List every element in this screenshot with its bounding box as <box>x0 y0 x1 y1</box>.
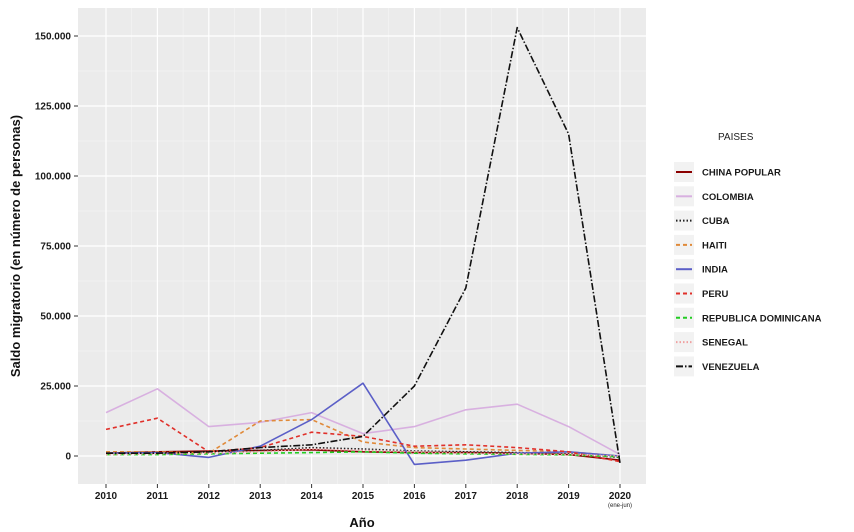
x-tick-label: 2011 <box>147 491 169 502</box>
series-line-colombia <box>105 387 621 456</box>
series-line-haiti <box>106 418 621 457</box>
legend-label: HAITI <box>702 240 727 251</box>
legend-label: CUBA <box>702 216 730 227</box>
x-axis-title: Año <box>349 515 374 530</box>
y-tick-label: 125.000 <box>35 102 72 113</box>
x-tick-label: 2016 <box>403 491 426 502</box>
series-line-peru <box>105 417 621 463</box>
x-tick-label: 2013 <box>249 491 272 502</box>
series-line-republica-dominicana <box>106 450 621 458</box>
grid-lines <box>78 8 646 484</box>
legend-key-bg <box>674 356 694 377</box>
y-tick-label: 50.000 <box>40 312 71 323</box>
legend-title: PAISES <box>718 132 754 143</box>
y-tick-label: 25.000 <box>40 382 71 393</box>
legend-label: REPUBLICA DOMINICANA <box>702 313 822 324</box>
y-axis: 0 25.000 50.000 75.000 100.000 125.000 150.000 <box>35 32 78 463</box>
x-tick-sublabel: (ene-jun) <box>608 503 632 509</box>
legend-label: COLOMBIA <box>702 192 754 203</box>
series-line-india <box>105 382 621 466</box>
y-tick-label: 0 <box>65 452 71 463</box>
x-tick-label: 2019 <box>557 491 580 502</box>
legend: PAISES CHINA POPULAR COLOMBIA CUBA HAITI IND… <box>674 132 822 377</box>
legend-label: INDIA <box>702 265 728 276</box>
x-tick-label: 2018 <box>506 491 529 502</box>
x-tick-label: 2010 <box>95 491 118 502</box>
x-tick-label: 2020 <box>609 491 632 502</box>
legend-label: PERU <box>702 289 729 300</box>
legend-label: VENEZUELA <box>702 362 760 373</box>
y-tick-label: 150.000 <box>35 32 72 43</box>
x-tick-label: 2017 <box>455 491 478 502</box>
x-axis: 2010 2011 2012 2013 2014 2015 2016 2017 2018 2019… <box>95 484 632 509</box>
legend-label: SENEGAL <box>702 338 748 349</box>
series-lines <box>105 26 621 466</box>
legend-label: CHINA POPULAR <box>702 168 781 179</box>
y-axis-title: Saldo migratorio (en número de personas) <box>8 115 23 377</box>
y-tick-label: 100.000 <box>35 172 72 183</box>
y-tick-label: 75.000 <box>40 242 71 253</box>
x-tick-label: 2012 <box>198 491 221 502</box>
x-tick-label: 2015 <box>352 491 375 502</box>
x-tick-label: 2014 <box>300 491 323 502</box>
